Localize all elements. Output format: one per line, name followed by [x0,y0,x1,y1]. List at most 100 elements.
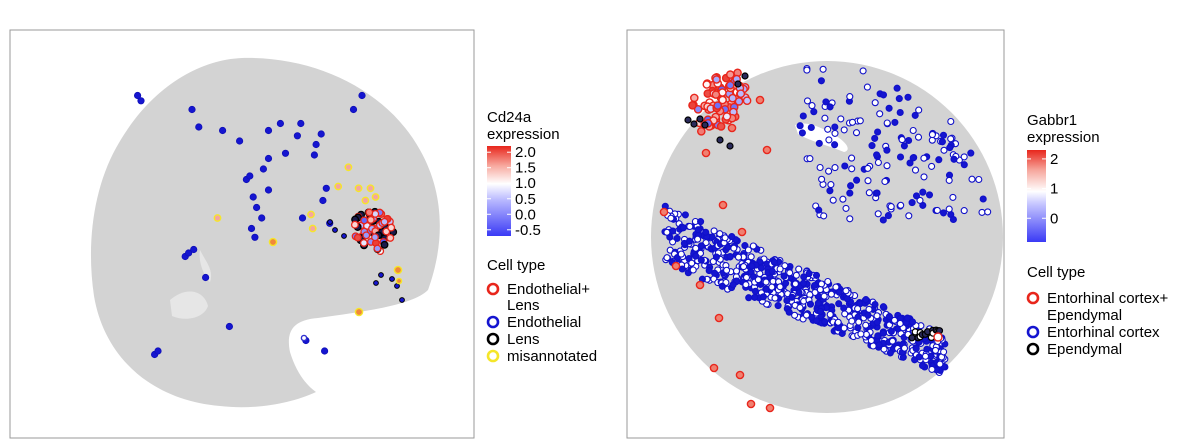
point-entorhinal-cortex [853,176,861,184]
point-entorhinal-cortex [940,348,948,356]
point-endothelial [298,214,307,222]
point-entorhinal-cortex [768,283,776,291]
legend-key [1026,325,1040,339]
left-tissue-gap [199,250,212,282]
legend-key [1026,342,1040,356]
point-entorhinal-cortex [841,310,849,318]
point-entorhinal-cortex [808,102,816,110]
point-entorhinal-cortex [939,209,948,217]
point-entorhinal-cortex [663,228,671,236]
point-entorhinal-cortex [721,234,729,242]
right-colorbar-title-2: expression [1027,129,1100,146]
right-colorbar-title-1: Gabbr1 [1027,112,1077,129]
point-entorhinal-cortex [781,262,789,270]
left-tissue-hole [170,291,208,319]
point-entorhinal-ependymal [671,261,681,271]
point-endothelial [195,123,203,131]
point-entorhinal-cortex [831,164,839,172]
point-entorhinal-cortex [824,277,832,286]
point-entorhinal-ependymal [718,200,728,210]
left-legend-entries: Endothelial+LensEndothelialLensmisannota… [486,281,597,365]
point-entorhinal-cortex [940,146,948,154]
point-entorhinal-ependymal [933,332,943,342]
point-entorhinal-ependymal [726,70,735,79]
point-entorhinal-cortex [697,218,705,226]
point-entorhinal-cortex [871,99,879,107]
point-endothelial [246,172,254,180]
point-entorhinal-cortex [776,265,784,273]
point-entorhinal-cortex [867,336,875,345]
point-misannotated [307,210,315,219]
legend-key [486,349,500,363]
point-entorhinal-ependymal [713,101,723,110]
point-misannotated [354,307,364,317]
point-entorhinal-cortex [885,104,893,112]
legend-label: Lens [507,297,540,314]
point-entorhinal-cortex [920,173,928,181]
point-entorhinal-cortex [905,212,913,220]
point-entorhinal-cortex [852,129,861,137]
point-entorhinal-cortex [806,300,815,308]
point-entorhinal-cortex [821,114,829,122]
left-panel: Cd24a expression 2.01.51.00.50.0-0.5 Cel… [9,29,597,439]
point-entorhinal-ependymal [765,403,775,413]
point-endothelial-lens [373,244,382,253]
point-entorhinal-cortex [879,91,888,99]
point-entorhinal-ependymal [718,95,727,105]
point-lens [341,233,347,239]
point-entorhinal-cortex [975,175,983,184]
point-misannotated [344,163,353,172]
point-entorhinal-cortex [856,117,864,125]
point-entorhinal-cortex [759,293,767,301]
point-misannotated [366,184,375,193]
point-entorhinal-cortex [936,360,944,368]
point-endothelial-lens [362,231,371,240]
point-entorhinal-cortex [928,131,936,139]
point-entorhinal-cortex [904,93,912,101]
point-misannotated [395,277,403,285]
point-entorhinal-cortex [694,235,702,243]
point-lens [378,272,384,278]
point-entorhinal-ependymal [728,93,737,103]
left-legend-title: Cell type [487,257,545,274]
point-entorhinal-cortex [728,233,736,241]
point-entorhinal-cortex [855,318,863,326]
point-entorhinal-cortex [818,175,826,183]
right-colorbar [1027,150,1046,242]
point-entorhinal-cortex [900,142,908,150]
point-entorhinal-cortex [854,305,862,313]
point-entorhinal-cortex [928,365,936,373]
point-entorhinal-cortex [947,135,955,143]
point-entorhinal-ependymal [711,90,721,99]
point-endothelial [202,273,210,282]
colorbar-tick-label: 2.0 [515,144,536,161]
point-entorhinal-cortex [888,337,897,345]
right-panel: Gabbr1 expression 2 1 0 Cell type Entorhin… [626,29,1169,439]
point-entorhinal-cortex [960,161,968,169]
legend-label: Entorhinal cortex+ [1047,290,1169,307]
point-endothelial [185,249,193,257]
point-entorhinal-cortex [891,118,899,126]
point-entorhinal-cortex [825,167,833,175]
point-endothelial [264,154,273,163]
point-entorhinal-ependymal [716,122,726,131]
point-entorhinal-cortex [820,212,828,220]
point-entorhinal-ependymal [725,80,735,90]
point-lens [332,227,338,233]
point-entorhinal-cortex [835,288,843,296]
point-endothelial-lens [353,233,362,242]
point-lens [327,219,333,225]
point-entorhinal-cortex [744,246,752,254]
point-entorhinal-cortex [909,154,917,162]
point-entorhinal-cortex [697,256,705,264]
point-entorhinal-cortex [824,125,832,133]
point-entorhinal-cortex [806,155,814,163]
point-entorhinal-cortex [834,318,842,326]
point-entorhinal-cortex [803,66,811,74]
point-entorhinal-cortex [805,270,813,278]
point-misannotated [334,182,343,191]
point-misannotated [354,184,363,193]
point-entorhinal-cortex [677,250,685,258]
point-entorhinal-cortex [887,203,895,211]
point-entorhinal-cortex [864,311,872,319]
